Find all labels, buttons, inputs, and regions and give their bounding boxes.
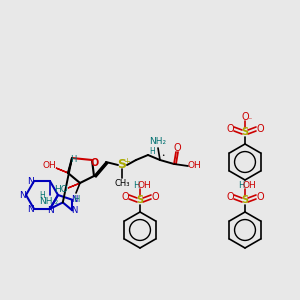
Text: S: S (242, 127, 249, 137)
Polygon shape (94, 162, 108, 177)
Text: N: N (28, 177, 34, 186)
Text: N: N (19, 190, 26, 200)
Text: N: N (71, 195, 78, 204)
Text: N: N (71, 206, 78, 215)
Text: H: H (133, 181, 139, 190)
Text: O: O (256, 192, 264, 202)
Text: H: H (149, 148, 155, 157)
Text: O: O (256, 124, 264, 134)
Polygon shape (56, 168, 68, 173)
Text: S: S (118, 158, 127, 172)
Text: NH: NH (39, 196, 53, 206)
Text: ₂: ₂ (54, 196, 58, 206)
Text: OH: OH (137, 181, 151, 190)
Text: HO: HO (54, 185, 68, 194)
Text: OH: OH (242, 181, 256, 190)
Text: N: N (46, 206, 53, 215)
Text: ⁻: ⁻ (248, 116, 252, 124)
Text: NH₂: NH₂ (149, 137, 167, 146)
Text: CH₃: CH₃ (114, 178, 130, 188)
Text: S: S (136, 195, 144, 205)
Text: O: O (151, 192, 159, 202)
Text: N: N (28, 206, 34, 214)
Text: +: + (124, 157, 130, 166)
Polygon shape (68, 183, 80, 188)
Text: H: H (39, 190, 45, 200)
Text: O: O (226, 124, 234, 134)
Text: H: H (70, 154, 76, 164)
Text: H: H (73, 194, 79, 203)
Text: OH: OH (42, 161, 56, 170)
Text: O: O (121, 192, 129, 202)
Text: O: O (241, 112, 249, 122)
Text: OH: OH (187, 161, 201, 170)
Text: O: O (226, 192, 234, 202)
Text: O: O (91, 158, 99, 168)
Text: S: S (242, 195, 249, 205)
Text: •: • (161, 154, 165, 158)
Text: H: H (238, 181, 244, 190)
Text: O: O (173, 143, 181, 153)
